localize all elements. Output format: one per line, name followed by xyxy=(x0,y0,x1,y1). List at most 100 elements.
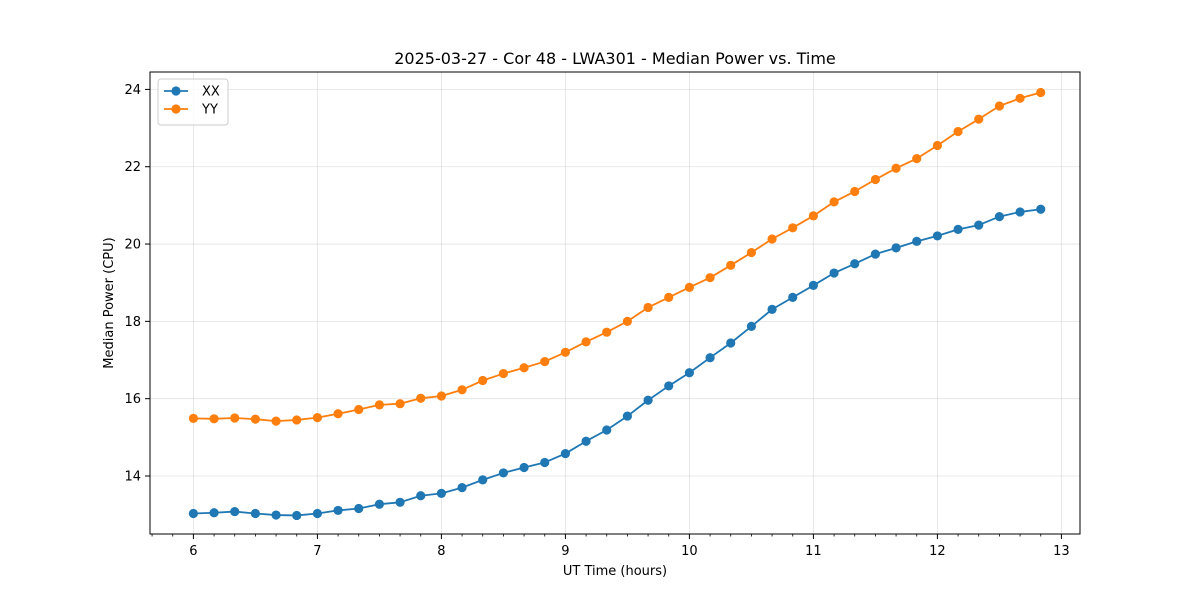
data-point-xx xyxy=(271,510,281,520)
data-point-xx xyxy=(374,499,384,509)
data-point-yy xyxy=(912,154,922,164)
data-point-xx xyxy=(746,321,757,331)
data-point-xx xyxy=(250,508,260,519)
data-point-xx xyxy=(622,411,633,421)
data-point-yy xyxy=(312,413,322,423)
data-point-xx xyxy=(312,508,322,519)
x-tick-label: 6 xyxy=(189,544,197,559)
data-point-xx xyxy=(519,462,529,473)
data-point-yy xyxy=(602,327,612,337)
legend[interactable]: XX YY xyxy=(157,78,229,126)
data-point-xx xyxy=(684,368,695,378)
data-point-yy xyxy=(808,211,819,221)
data-point-yy xyxy=(850,186,860,197)
data-point-yy xyxy=(726,260,736,270)
y-tick-label: 22 xyxy=(124,160,141,175)
x-tick-label: 7 xyxy=(313,544,321,559)
data-point-xx xyxy=(498,468,508,478)
x-tick-label: 8 xyxy=(437,544,445,559)
legend-label: YY xyxy=(201,103,218,118)
legend-item-yy[interactable]: YY xyxy=(164,103,218,118)
data-point-yy xyxy=(622,316,633,326)
data-point-yy xyxy=(230,413,240,423)
y-tick-label: 14 xyxy=(124,470,141,485)
data-point-yy xyxy=(643,302,653,313)
data-point-xx xyxy=(788,292,798,302)
data-point-xx xyxy=(581,436,591,446)
data-point-xx xyxy=(457,483,467,493)
x-axis: 6 7 8 9 10 11 12 13 xyxy=(151,534,1070,559)
legend-marker xyxy=(171,104,181,114)
data-point-xx xyxy=(829,268,839,278)
data-point-yy xyxy=(395,399,405,409)
data-point-yy xyxy=(870,174,881,185)
data-point-yy xyxy=(519,363,529,373)
data-point-yy xyxy=(1015,93,1025,103)
data-point-xx xyxy=(726,338,736,348)
y-tick-label: 18 xyxy=(124,315,141,330)
data-point-yy xyxy=(932,140,943,151)
data-point-xx xyxy=(974,220,984,230)
data-point-yy xyxy=(498,368,508,379)
data-point-xx xyxy=(436,488,446,499)
data-point-xx xyxy=(891,243,901,253)
data-point-yy xyxy=(457,385,467,395)
data-point-yy xyxy=(560,347,571,357)
data-point-xx xyxy=(994,211,1005,222)
data-point-xx xyxy=(292,510,302,521)
data-point-yy xyxy=(540,356,550,367)
x-tick-label: 12 xyxy=(929,544,946,559)
data-point-xx xyxy=(912,236,922,246)
data-point-yy xyxy=(271,416,281,426)
data-point-xx xyxy=(333,505,343,516)
data-point-yy xyxy=(374,400,384,410)
plot-frame xyxy=(149,71,1081,535)
data-point-xx xyxy=(230,506,240,517)
chart-title: 2025-03-27 - Cor 48 - LWA301 - Median Po… xyxy=(394,49,836,68)
data-point-yy xyxy=(436,391,446,401)
data-point-xx xyxy=(932,231,943,241)
legend-item-xx[interactable]: XX xyxy=(164,85,220,100)
data-point-xx xyxy=(540,457,550,468)
legend-marker xyxy=(171,86,181,96)
data-point-yy xyxy=(994,101,1005,111)
data-point-yy xyxy=(705,273,715,283)
data-point-xx xyxy=(602,425,612,435)
data-point-yy xyxy=(746,247,757,258)
data-point-xx xyxy=(850,259,860,269)
y-tick-label: 16 xyxy=(124,392,141,407)
data-point-yy xyxy=(891,163,901,173)
y-axis-label: Median Power (CPU) xyxy=(102,237,117,368)
data-point-xx xyxy=(1015,207,1025,217)
data-point-yy xyxy=(250,414,260,424)
x-tick-label: 9 xyxy=(561,544,569,559)
data-point-xx xyxy=(395,497,405,507)
series-xx xyxy=(188,204,1046,521)
data-point-yy xyxy=(684,282,695,292)
series-layer xyxy=(188,87,1046,521)
data-point-xx xyxy=(188,508,198,519)
data-point-yy xyxy=(478,375,488,386)
data-point-xx xyxy=(953,224,963,234)
data-point-xx xyxy=(870,249,881,259)
y-axis: 14 16 18 20 22 24 xyxy=(124,83,150,485)
data-point-yy xyxy=(333,409,343,419)
data-point-yy xyxy=(292,415,302,425)
data-point-yy xyxy=(354,404,364,415)
data-point-yy xyxy=(829,197,839,207)
data-point-xx xyxy=(560,448,571,459)
data-point-yy xyxy=(209,414,219,424)
data-point-xx xyxy=(664,381,674,391)
data-point-xx xyxy=(1036,204,1046,214)
data-point-yy xyxy=(767,234,777,244)
y-tick-label: 24 xyxy=(124,83,141,98)
data-point-xx xyxy=(705,353,715,363)
data-point-xx xyxy=(416,491,426,501)
x-tick-label: 11 xyxy=(805,544,822,559)
data-point-yy xyxy=(664,292,674,302)
data-point-xx xyxy=(478,475,488,485)
grid xyxy=(150,72,1080,534)
x-tick-label: 13 xyxy=(1053,544,1070,559)
data-point-yy xyxy=(1036,87,1046,98)
data-point-yy xyxy=(788,223,798,233)
